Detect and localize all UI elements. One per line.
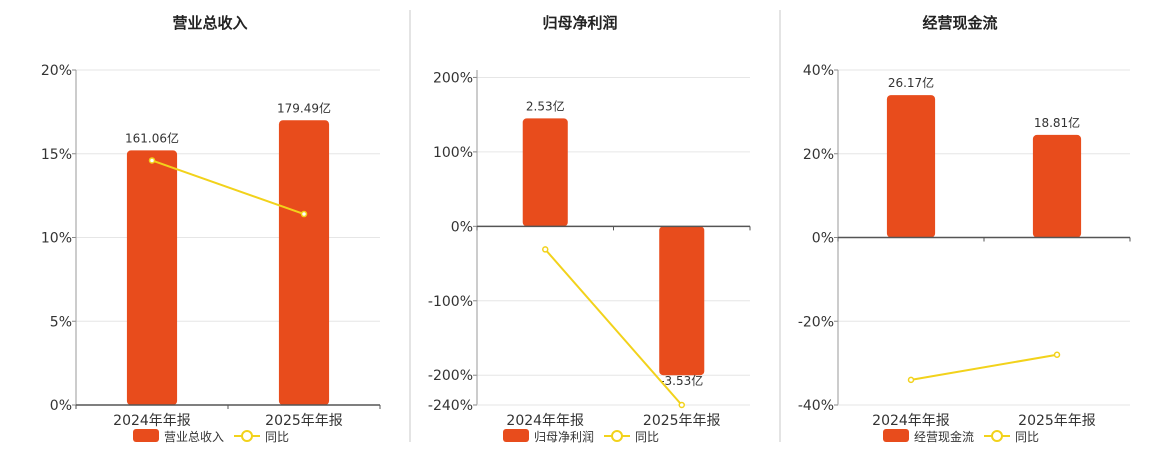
legend-swatch-marker — [241, 430, 253, 442]
legend-label: 同比 — [635, 430, 659, 444]
bar — [278, 120, 330, 405]
bar-value-label: 26.17亿 — [888, 75, 934, 90]
yoy-point — [148, 157, 156, 164]
bar — [886, 95, 936, 238]
yoy-point — [678, 401, 685, 409]
bar — [1032, 134, 1082, 238]
x-tick-label: 2025年年报 — [643, 413, 721, 429]
bar-value-label: 18.81亿 — [1034, 115, 1080, 130]
legend-label: 同比 — [265, 430, 289, 444]
yoy-line — [151, 159, 305, 215]
bar — [126, 150, 178, 405]
chart-panel-2: 归母净利润 -240% -200% -100% 0% 100% 200% 2.53亿 -3.53… — [428, 14, 751, 444]
chart-title: 营业总收入 — [172, 14, 247, 32]
legend-label: 经营现金流 — [914, 429, 974, 444]
chart-title: 经营现金流 — [922, 14, 997, 32]
y-tick-label: 20% — [803, 147, 834, 163]
yoy-point — [542, 246, 549, 253]
y-tick-label: 200% — [433, 70, 473, 86]
chart-panel-1: 营业总收入 0% 5% 10% 15% 20% 161.06亿 179.49亿 2024年年报 2… — [41, 14, 381, 444]
legend-swatch-marker — [991, 430, 1003, 442]
y-tick-label: 15% — [41, 147, 72, 163]
legend-swatch-bar — [133, 429, 159, 442]
y-tick-label: -240% — [428, 398, 473, 414]
yoy-point — [907, 376, 915, 384]
yoy-point — [1053, 351, 1061, 358]
y-tick-label: 40% — [803, 63, 834, 79]
chart-title: 归母净利润 — [542, 14, 617, 32]
yoy-line — [544, 248, 683, 406]
bar — [522, 118, 568, 227]
x-tick-label: 2025年年报 — [1018, 413, 1096, 429]
x-tick-label: 2024年年报 — [872, 413, 950, 429]
yoy-point — [300, 210, 308, 218]
bar-value-label: -3.53亿 — [660, 373, 703, 388]
y-tick-label: 20% — [41, 63, 72, 79]
bar — [659, 226, 705, 376]
x-tick-label: 2024年年报 — [506, 413, 584, 429]
yoy-line — [910, 353, 1058, 381]
legend-label: 营业总收入 — [164, 430, 224, 444]
y-tick-label: -200% — [428, 368, 473, 384]
bar-value-label: 179.49亿 — [277, 100, 331, 115]
legend-swatch-marker — [611, 430, 623, 442]
bar-value-label: 2.53亿 — [526, 98, 565, 113]
legend-label: 归母净利润 — [534, 430, 594, 444]
y-tick-label: 0% — [50, 398, 72, 414]
legend-label: 同比 — [1015, 430, 1039, 444]
chart-panel-3: 经营现金流 -40% -20% 0% 20% 40% 26.17亿 18.81亿 2024年年报… — [798, 14, 1131, 444]
y-tick-label: 5% — [50, 314, 72, 330]
bar-value-label: 161.06亿 — [125, 130, 179, 145]
legend-swatch-bar — [883, 429, 909, 442]
legend-swatch-bar — [503, 429, 529, 442]
y-tick-label: -20% — [798, 314, 834, 330]
y-tick-label: 0% — [451, 219, 473, 235]
y-tick-label: -40% — [798, 398, 834, 414]
y-tick-label: 100% — [433, 145, 473, 161]
y-tick-label: 0% — [812, 231, 834, 247]
y-tick-label: 10% — [41, 231, 72, 247]
x-tick-label: 2024年年报 — [113, 413, 191, 429]
y-tick-label: -100% — [428, 294, 473, 310]
x-tick-label: 2025年年报 — [265, 413, 343, 429]
